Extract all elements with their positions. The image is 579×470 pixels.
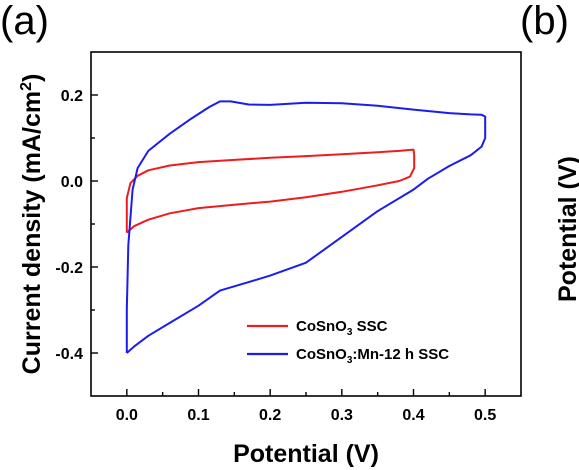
x-tick-label: 0.2 [259,407,281,424]
series-group [125,100,487,354]
x-tick-label: 0.0 [116,407,138,424]
x-tick-label: 0.1 [187,407,209,424]
x-tick-label: 0.3 [331,407,353,424]
x-axis-title: Potential (V) [233,440,379,468]
y-tick-label: 0.2 [61,88,83,105]
y-tick-label: -0.4 [55,346,83,363]
panel-b-ylabel: Potential (V) [554,156,579,302]
y-axis-title-close: ) [18,74,46,82]
legend-entry-2: CoSnO3:Mn-12 h SSC [296,346,449,366]
series-line-2 [125,100,487,354]
legend-entry-1: CoSnO3 SSC [296,318,388,338]
y-axis-title: Current density (mA/cm2) [18,74,46,375]
series-line-1 [125,148,416,234]
panel-label-b: (b) [520,0,569,43]
y-axis-title-sup: 2 [18,82,35,91]
legend: CoSnO3 SSC CoSnO3:Mn-12 h SSC [247,318,449,366]
y-axis-title-main: Current density (mA/cm [18,91,46,374]
tick-labels: 0.0 0.1 0.2 0.3 0.4 0.5 -0.4 -0.2 0.0 0.2 [55,88,496,424]
y-tick-label: -0.2 [55,260,83,277]
axis-ticks [91,94,486,396]
panel-label-a: (a) [0,0,49,43]
y-tick-label: 0.0 [61,174,83,191]
x-tick-label: 0.5 [474,407,496,424]
x-tick-label: 0.4 [402,407,424,424]
